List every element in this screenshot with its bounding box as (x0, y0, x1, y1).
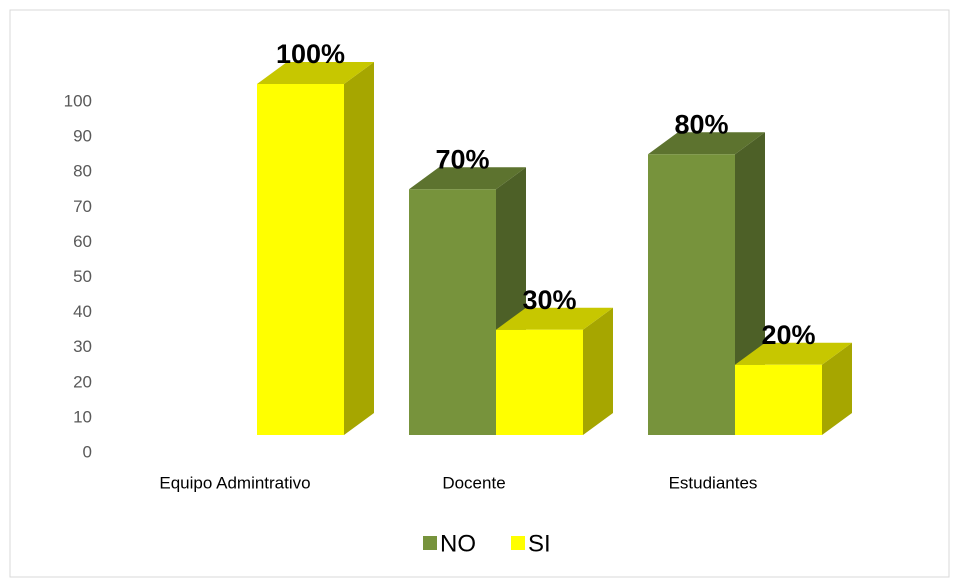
x-tick-label: Equipo Admintrativo (159, 473, 310, 492)
bar-top (409, 167, 526, 190)
y-tick-label: 50 (73, 267, 92, 286)
x-tick-label: Estudiantes (669, 473, 758, 492)
bar-front (409, 189, 496, 435)
y-tick-label: 0 (83, 442, 92, 461)
bar-front (648, 154, 735, 435)
bar (257, 62, 374, 435)
y-tick-label: 90 (73, 127, 92, 146)
data-label: 70% (435, 144, 489, 174)
y-tick-label: 30 (73, 337, 92, 356)
legend-label: NO (440, 530, 476, 557)
y-tick-label: 80 (73, 162, 92, 181)
bar (496, 307, 613, 435)
bar-side (344, 62, 374, 435)
bar-front (257, 84, 344, 435)
data-label: 80% (674, 109, 728, 139)
x-tick-label: Docente (442, 473, 505, 492)
legend-swatch (511, 536, 525, 550)
bar-front (735, 364, 822, 435)
legend-label: SI (528, 530, 551, 557)
y-tick-label: 100 (64, 91, 92, 110)
y-tick-label: 40 (73, 302, 92, 321)
bar-side (822, 342, 852, 435)
y-tick-label: 10 (73, 407, 92, 426)
y-tick-label: 20 (73, 372, 92, 391)
legend-swatch (423, 536, 437, 550)
bar-top (496, 307, 613, 330)
data-label: 20% (761, 320, 815, 350)
bar-top (648, 132, 765, 155)
bar (735, 342, 852, 435)
bar-top (735, 342, 852, 365)
bar-side (583, 307, 613, 435)
bar-front (496, 329, 583, 435)
y-tick-label: 70 (73, 197, 92, 216)
bar-top (257, 62, 374, 84)
data-label: 100% (276, 39, 345, 69)
data-label: 30% (522, 285, 576, 315)
bar (409, 167, 526, 436)
y-tick-label: 60 (73, 232, 92, 251)
